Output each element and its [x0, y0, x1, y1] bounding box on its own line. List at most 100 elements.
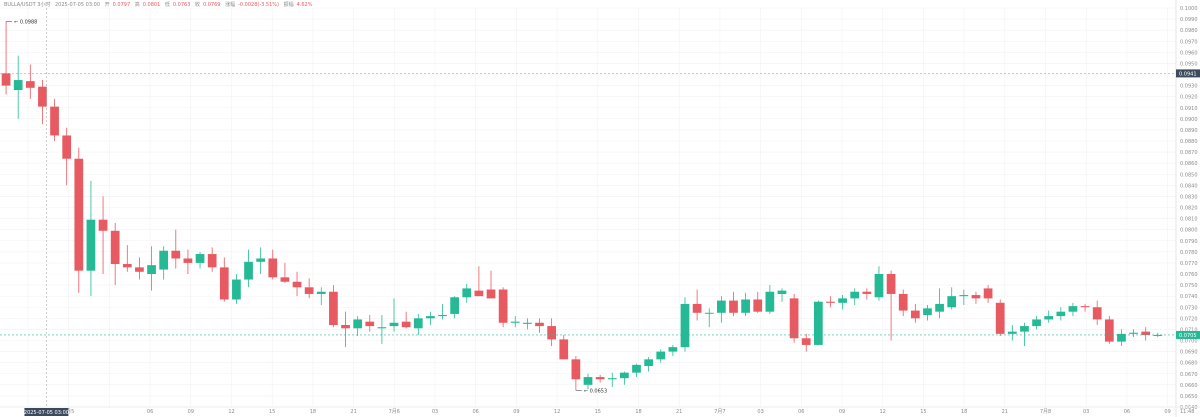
candle-body [813, 301, 823, 345]
candle-body [1044, 316, 1054, 320]
candle-body [777, 290, 787, 294]
candle-body [947, 296, 957, 308]
y-tick-label: 0.0850 [1180, 172, 1198, 178]
x-tick-label: 15 [269, 409, 275, 415]
candle-body [716, 300, 726, 313]
low-value: 0.0763 [172, 2, 191, 8]
crosshair-time-badge [24, 408, 69, 416]
x-tick-label: 09 [1164, 409, 1170, 415]
candle-body [838, 298, 847, 303]
candle-body [1007, 331, 1017, 334]
candle-body [595, 377, 605, 380]
candle-body [607, 378, 617, 380]
amplitude-label: 振幅 [283, 2, 294, 8]
x-tick-label: 21 [676, 409, 682, 415]
y-tick-label: 0.0780 [1180, 250, 1198, 256]
candle-body [547, 326, 556, 340]
x-tick-label: 03 [432, 409, 438, 415]
high-value: 0.0801 [142, 2, 161, 8]
candle-body [377, 327, 387, 329]
x-tick-label: 18 [961, 409, 967, 415]
candle-body [413, 318, 423, 329]
candle-body [692, 303, 702, 313]
y-tick-label: 0.0950 [1180, 61, 1198, 67]
crosshair-price-badge [1176, 69, 1200, 78]
candle-body [656, 351, 666, 360]
candle-body [401, 321, 411, 328]
y-tick-label: 0.0700 [1180, 339, 1198, 345]
candle-body [438, 315, 447, 317]
candle-body [668, 347, 678, 352]
candle-body [910, 310, 920, 319]
candle-body [886, 274, 896, 294]
candle-body [62, 135, 72, 159]
y-tick-label: 0.0690 [1180, 350, 1198, 356]
x-tick-label: 18 [310, 409, 316, 415]
y-tick-label: 0.0830 [1180, 194, 1198, 200]
last-price-text: 0.0705 [1179, 333, 1197, 339]
x-tick-label: 06 [798, 409, 804, 415]
candle-body [1117, 333, 1126, 342]
candle-body [122, 264, 132, 268]
y-tick-label: 0.0740 [1180, 294, 1198, 300]
candle-body [147, 265, 156, 274]
x-tick-label: 06 [1124, 409, 1130, 415]
candle-body [268, 258, 278, 278]
high-marker-text: ← 0.0988 [14, 19, 37, 25]
candle-body [98, 219, 108, 231]
candle-body [923, 308, 932, 316]
candle-body [474, 290, 484, 297]
y-tick-label: 0.0810 [1180, 217, 1198, 223]
candle-body [971, 295, 981, 299]
candle-body [498, 289, 508, 323]
y-tick-label: 0.1000 [1180, 6, 1198, 12]
y-tick-label: 0.0720 [1180, 316, 1198, 322]
candle-body [1, 73, 11, 86]
candle-body [353, 319, 363, 329]
y-tick-label: 0.0650 [1180, 394, 1198, 400]
x-tick-label: 21 [350, 409, 356, 415]
y-tick-label: 0.0980 [1180, 28, 1198, 34]
time-label: 2025-07-05 03:00 [54, 2, 101, 8]
y-tick-label: 0.0990 [1180, 17, 1198, 23]
amplitude-value: 4.62% [296, 2, 313, 8]
x-tick-label: 12 [228, 409, 234, 415]
candle-body [304, 287, 314, 294]
candle-body [86, 219, 96, 271]
candle-body [995, 302, 1005, 334]
x-tick-label: 09 [513, 409, 519, 415]
time-axis[interactable]: 21 7月5 06 09 12 15 18 21 7月6 03 06 09 12 15 18 21 7月7 03 0… [0, 406, 1200, 415]
candle-body [680, 303, 690, 348]
y-tick-label: 0.0910 [1180, 106, 1198, 112]
y-tick-label: 0.0730 [1180, 305, 1198, 311]
price-axis[interactable]: 0.1000 0.0990 0.0980 0.0970 0.0960 0.0950 0.09… [1175, 0, 1198, 417]
y-tick-label: 0.0640 [1180, 405, 1198, 411]
candle-body [898, 293, 908, 311]
candle-body [1092, 307, 1102, 320]
candle-body [159, 250, 169, 270]
candles [1, 21, 1163, 391]
x-tick-label: 15 [595, 409, 601, 415]
y-tick-label: 0.0790 [1180, 239, 1198, 245]
candle-body [850, 291, 860, 299]
x-tick-label: 18 [635, 409, 641, 415]
candle-body [292, 281, 302, 288]
symbol-label: BULLA/USDT 3小时 [4, 2, 51, 8]
change-value: -0.0028(-3.51%) [238, 2, 279, 8]
y-tick-label: 0.0930 [1180, 84, 1198, 90]
candle-body [1080, 306, 1090, 308]
y-tick-label: 0.0800 [1180, 228, 1198, 234]
candle-body [632, 364, 641, 373]
candle-body [729, 300, 738, 313]
close-value: 0.0769 [202, 2, 221, 8]
candle-body [316, 291, 326, 294]
candle-body [789, 298, 799, 339]
candle-body [1104, 319, 1114, 342]
y-tick-label: 0.0750 [1180, 283, 1198, 289]
candle-body [183, 258, 193, 263]
info-bar: BULLA/USDT 3小时 2025-07-05 03:00 开 0.0797 … [4, 1, 315, 9]
candle-body [389, 322, 399, 327]
candle-body [280, 277, 290, 282]
y-tick-label: 0.0870 [1180, 150, 1198, 156]
